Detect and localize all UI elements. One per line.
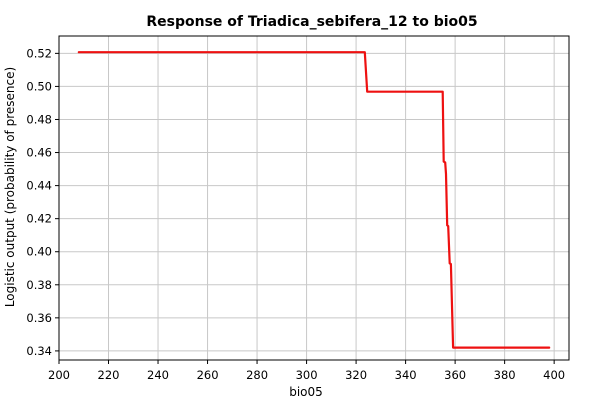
- x-tick-label: 220: [98, 368, 120, 382]
- x-tick-label: 200: [48, 368, 70, 382]
- grid: [58, 36, 569, 360]
- plot-area: [58, 35, 570, 361]
- y-tick-label: 0.38: [26, 278, 52, 292]
- response-curve: [77, 51, 551, 349]
- y-tick-label: 0.36: [26, 311, 52, 325]
- y-tick-label: 0.50: [26, 79, 52, 93]
- axis-ticks: 200 220 240 260 280 300 320 340 360 380 400 0.34 0.3…: [26, 46, 565, 382]
- x-tick-label: 260: [197, 368, 219, 382]
- x-tick-label: 340: [395, 368, 417, 382]
- y-tick-label: 0.40: [26, 245, 52, 259]
- y-tick-label: 0.44: [26, 179, 52, 193]
- y-tick-label: 0.52: [26, 46, 52, 60]
- x-tick-label: 380: [494, 368, 516, 382]
- y-tick-label: 0.34: [26, 344, 52, 358]
- x-tick-label: 320: [345, 368, 367, 382]
- y-tick-label: 0.42: [26, 212, 52, 226]
- x-tick-label: 360: [444, 368, 466, 382]
- x-axis-label: bio05: [289, 385, 323, 399]
- x-tick-label: 400: [543, 368, 565, 382]
- x-tick-label: 240: [147, 368, 169, 382]
- y-tick-label: 0.46: [26, 146, 52, 160]
- y-axis-label: Logistic output (probability of presence…: [3, 67, 17, 307]
- series-layer: [77, 51, 551, 349]
- y-tick-label: 0.48: [26, 112, 52, 126]
- x-tick-label: 300: [296, 368, 318, 382]
- x-tick-label: 280: [246, 368, 268, 382]
- chart-title: Response of Triadica_sebifera_12 to bio0…: [146, 14, 477, 30]
